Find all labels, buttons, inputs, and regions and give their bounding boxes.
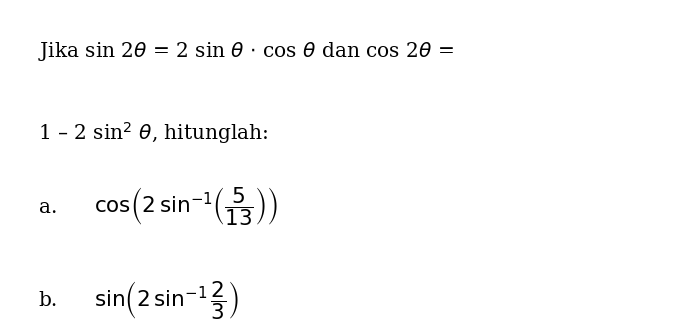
Text: $\sin\!\left(2\,\sin^{-1}\dfrac{2}{3}\right)$: $\sin\!\left(2\,\sin^{-1}\dfrac{2}{3}\ri… xyxy=(94,279,239,322)
Text: a.: a. xyxy=(38,198,57,216)
Text: 1 – 2 sin$^2$ $\theta$, hitunglah:: 1 – 2 sin$^2$ $\theta$, hitunglah: xyxy=(38,120,269,146)
Text: b.: b. xyxy=(38,291,57,310)
Text: Jika sin 2$\theta$ = 2 sin $\theta$ $\cdot$ cos $\theta$ dan cos 2$\theta$ =: Jika sin 2$\theta$ = 2 sin $\theta$ $\cd… xyxy=(38,40,454,63)
Text: $\cos\!\left(2\,\sin^{-1}\!\left(\dfrac{5}{13}\right)\right)$: $\cos\!\left(2\,\sin^{-1}\!\left(\dfrac{… xyxy=(94,186,279,228)
